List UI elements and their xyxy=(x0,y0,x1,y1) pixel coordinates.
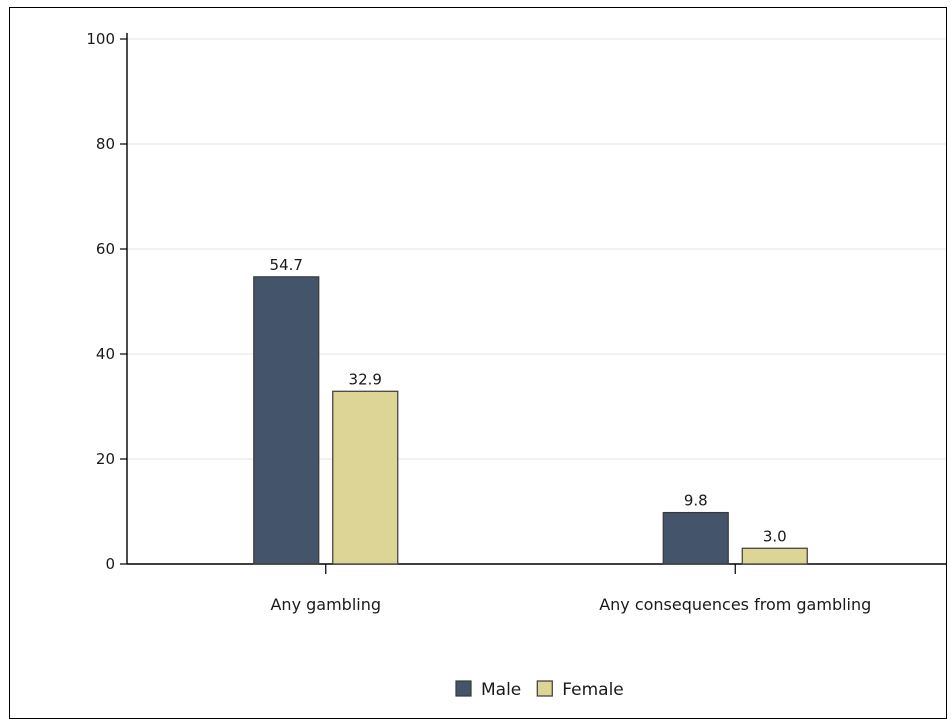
data-label: 9.8 xyxy=(684,492,708,510)
legend-swatch-female xyxy=(536,680,553,697)
data-label: 54.7 xyxy=(270,256,303,274)
legend: Male Female xyxy=(455,680,624,700)
data-label: 3.0 xyxy=(763,527,787,545)
bar-male xyxy=(662,511,729,565)
legend-swatch-male xyxy=(455,680,472,697)
y-tick-label: 0 xyxy=(105,555,115,573)
y-tick-label: 40 xyxy=(96,345,115,363)
gridlines xyxy=(127,38,946,460)
chart-frame xyxy=(9,7,947,719)
bars xyxy=(253,276,808,565)
data-label: 32.9 xyxy=(349,370,382,388)
bar-female xyxy=(332,390,399,565)
category-label: Any gambling xyxy=(270,595,381,614)
y-tick-label: 80 xyxy=(96,135,115,153)
category-label: Any consequences from gambling xyxy=(599,595,871,614)
legend-label: Female xyxy=(562,680,623,700)
bar-female xyxy=(741,547,808,565)
labels: 54.7 32.9 9.8 3.0 xyxy=(270,256,787,545)
y-tick-label: 60 xyxy=(96,240,115,258)
axes: 0 20 40 60 80 100 Any gambling Any consequences… xyxy=(86,30,946,614)
legend-label: Male xyxy=(481,680,521,700)
y-tick-label: 100 xyxy=(86,30,115,48)
bar-male xyxy=(253,276,320,565)
y-tick-label: 20 xyxy=(96,450,115,468)
